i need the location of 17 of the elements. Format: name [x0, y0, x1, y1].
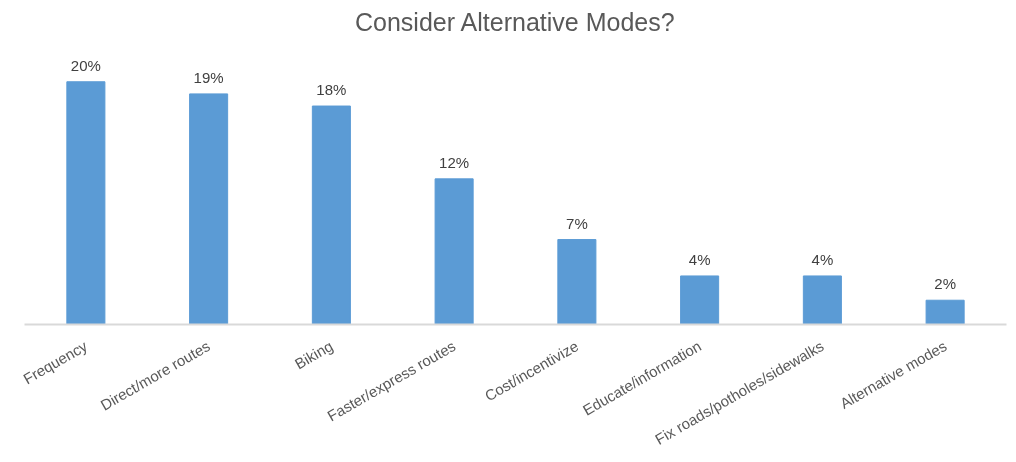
bar — [680, 275, 720, 325]
data-label: 12% — [439, 153, 470, 171]
data-label: 2% — [934, 275, 956, 293]
data-label: 7% — [566, 214, 588, 232]
bar — [557, 239, 597, 325]
data-label: 18% — [316, 81, 347, 99]
chart-title: Consider Alternative Modes? — [355, 7, 675, 36]
bar — [925, 299, 965, 325]
data-label: 4% — [811, 250, 834, 268]
data-label: 20% — [70, 56, 101, 74]
bar — [311, 105, 351, 325]
bar — [189, 93, 229, 325]
bar — [434, 178, 474, 325]
data-label: 19% — [193, 68, 224, 86]
bar — [66, 81, 106, 325]
data-label: 4% — [688, 250, 711, 268]
bar — [802, 275, 842, 325]
